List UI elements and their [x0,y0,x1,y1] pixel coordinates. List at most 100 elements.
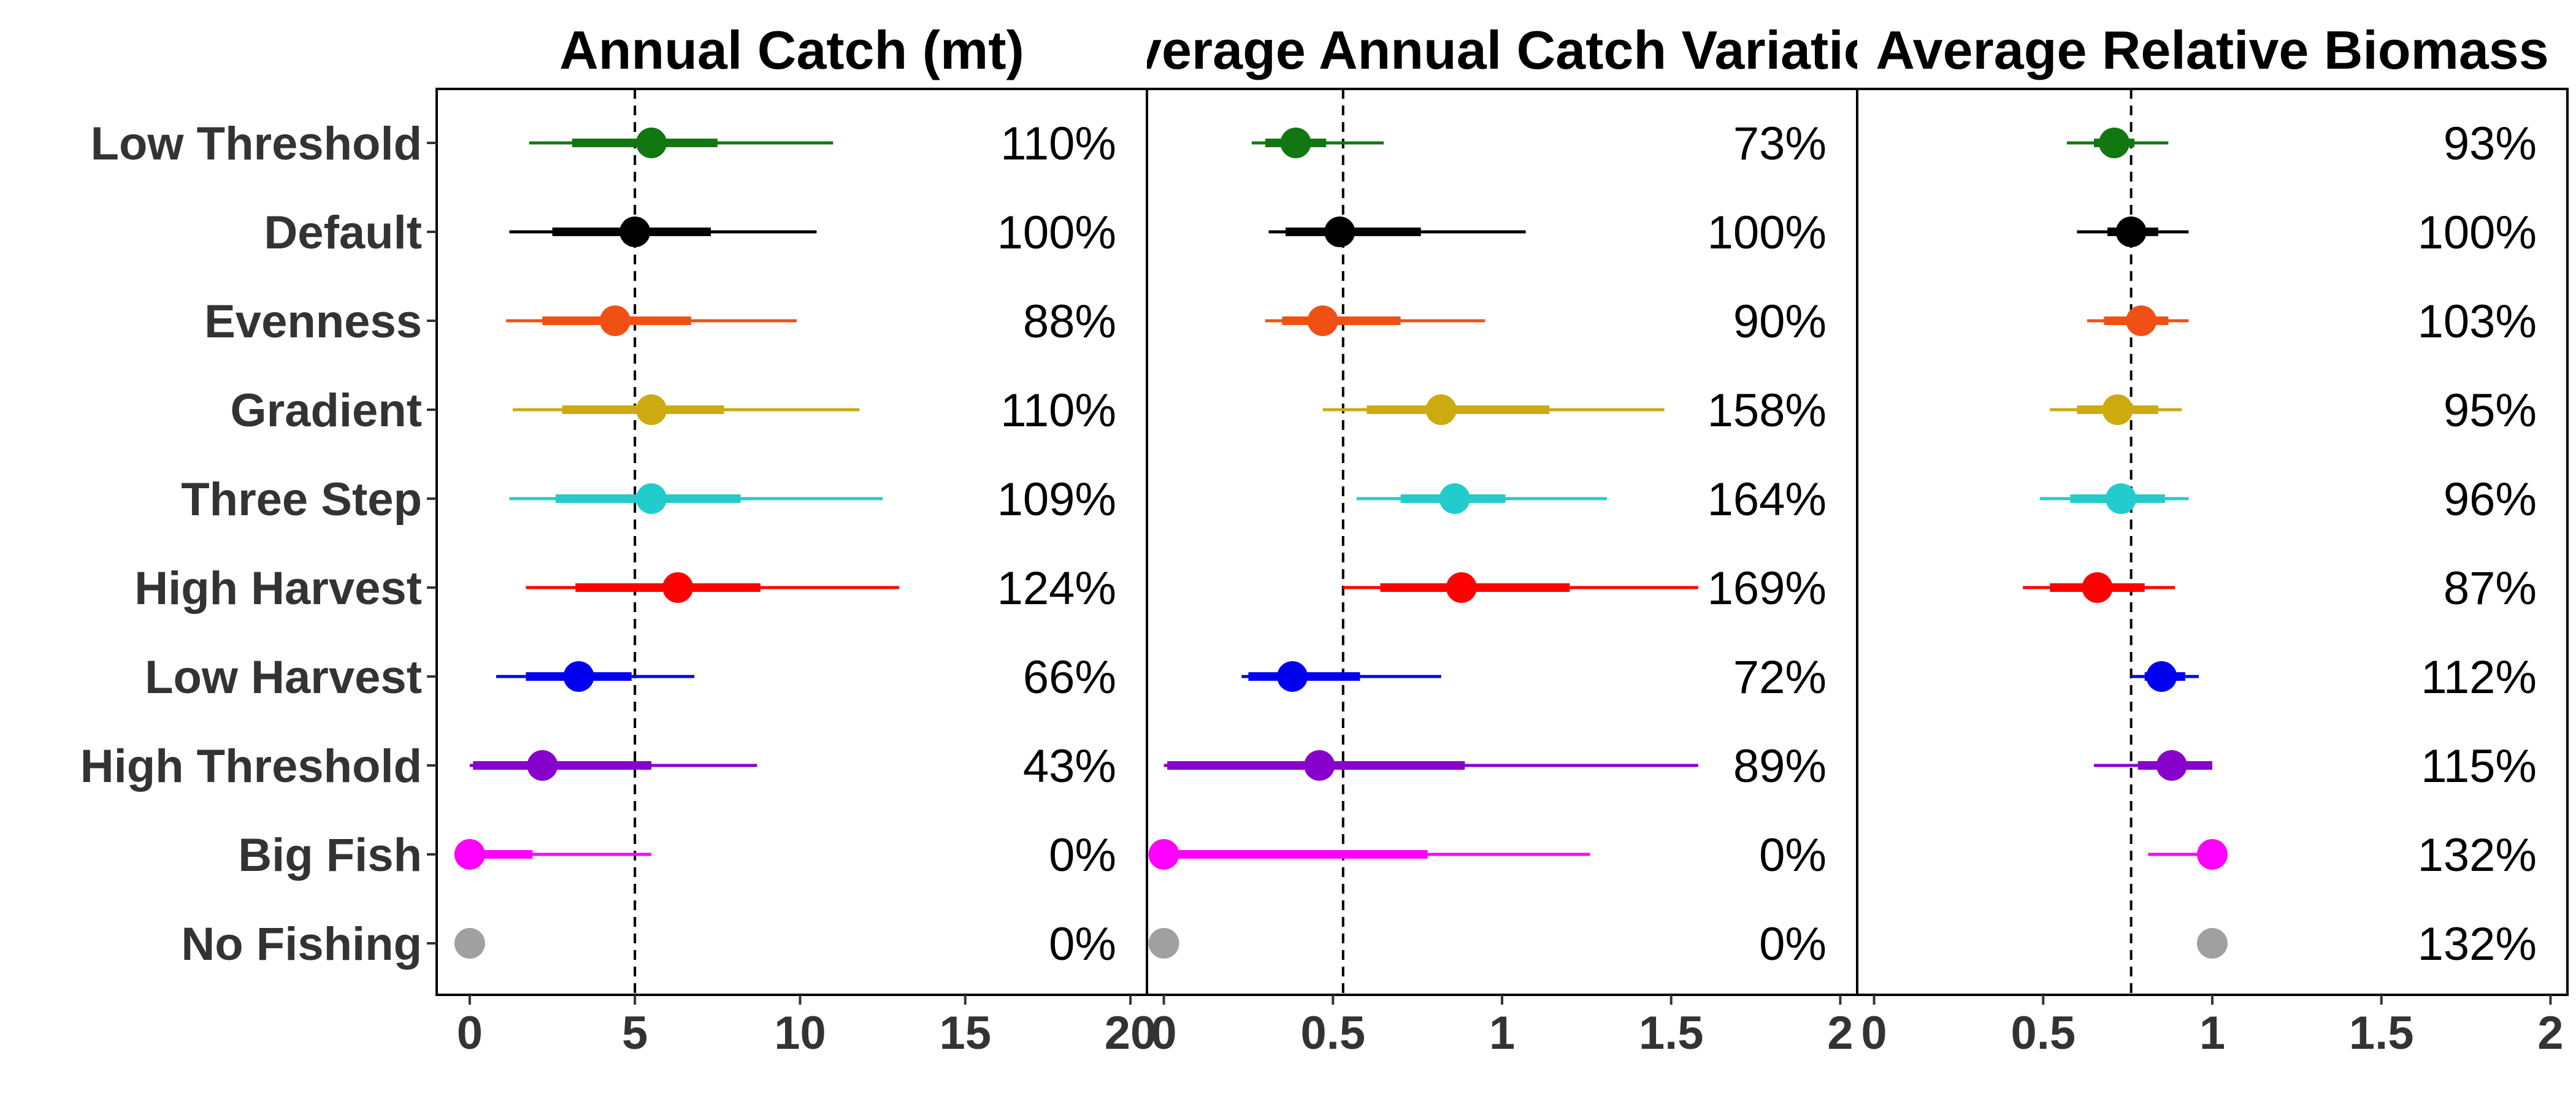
row-default: 100% [1268,207,1827,259]
median-point [2156,750,2187,781]
row-no-fishing: 0% [1148,918,1827,970]
median-point [563,661,594,692]
median-point [2115,217,2147,247]
panel-annual-catch-mt: 0 5 10 15 20 110% 100% 88% 110% 109% 124% 66% 43% 0% 0… [427,89,1156,1059]
x-tick-label: 0.5 [1300,1007,1365,1059]
median-point [2197,839,2228,870]
percent-label: 100% [2418,207,2537,259]
median-point [1304,750,1335,781]
median-point [527,750,558,781]
x-tick-label: 0.5 [2011,1007,2076,1059]
median-point [636,128,667,158]
row-low-harvest: 66% [496,651,1116,703]
row-label-low-threshold: Low Threshold [91,118,422,170]
median-point [2082,572,2113,603]
median-point [1307,305,1338,336]
percent-label: 164% [1708,473,1827,526]
panel-title-group: Annual Catch (mt) [559,20,1024,80]
percent-label: 95% [2444,385,2537,437]
row-no-fishing: 132% [2197,918,2537,970]
row-label-big-fish: Big Fish [238,829,422,881]
panel-title: Average Relative Biomass [1876,20,2548,80]
x-tick-label: 5 [622,1007,648,1059]
row-low-harvest: 72% [1241,651,1827,703]
panels: 0 5 10 15 20110%100%88%110%109%124%66%43%0%0… [427,89,2564,1059]
median-point [636,483,667,514]
median-point [454,928,485,959]
panel-title: Annual Catch (mt) [559,20,1024,80]
percent-label: 43% [1023,740,1116,792]
percent-label: 66% [1023,651,1116,703]
percent-label: 0% [1759,918,1827,970]
row-label-low-harvest: Low Harvest [145,651,422,703]
row-label-high-threshold: High Threshold [80,740,422,792]
percent-label: 115% [2421,740,2537,792]
median-point [1425,394,1457,425]
percent-label: 96% [2444,473,2537,526]
row-high-harvest: 87% [2023,562,2537,615]
median-point [619,217,651,247]
x-tick-label: 1 [1489,1007,1515,1059]
percent-label: 0% [1049,918,1116,970]
median-point [2197,928,2228,959]
panel-title-group: Average Annual Catch Variation [1095,20,1910,80]
row-big-fish: 0% [454,829,1116,881]
percent-label: 87% [2444,562,2537,615]
panel-title: Average Annual Catch Variation [1095,20,1910,80]
median-point [1280,128,1311,158]
percent-label: 0% [1049,829,1116,881]
x-tick-label: 2 [1827,1007,1853,1059]
median-point [2102,394,2133,425]
x-tick-label: 15 [939,1007,991,1059]
row-gradient: 158% [1322,385,1827,437]
median-point [599,305,631,336]
percent-label: 132% [2418,918,2537,970]
x-tick-label: 1 [2199,1007,2225,1059]
panel-frames [435,88,2569,996]
x-tick-label: 0 [457,1007,483,1059]
row-default: 100% [2077,207,2537,259]
median-point [1439,483,1470,514]
row-low-threshold: 73% [1251,118,1827,170]
percent-label: 112% [2421,651,2537,703]
median-point [2099,128,2130,158]
x-tick-label: 20 [1105,1007,1157,1059]
median-point [1148,928,1179,959]
percent-label: 100% [1708,207,1827,259]
percent-label: 93% [2444,118,2537,170]
percent-label: 100% [997,207,1116,259]
row-label-no-fishing: No Fishing [181,918,422,970]
percent-label: 73% [1733,118,1827,170]
row-three-step: 96% [2039,473,2537,526]
row-high-harvest: 169% [1343,562,1827,615]
row-label-gradient: Gradient [231,385,423,437]
median-point [1148,839,1179,870]
row-labels: Low Threshold Default Evenness Gradient Thre… [80,118,422,970]
percent-label: 169% [1708,562,1827,615]
percent-label: 103% [2418,296,2537,348]
row-evenness: 103% [2087,296,2537,348]
row-low-harvest: 112% [2131,651,2537,703]
percent-label: 124% [997,562,1116,615]
percent-label: 88% [1023,296,1116,348]
x-tick-label: 0 [1151,1007,1176,1059]
percent-label: 90% [1733,296,1827,348]
median-point [1446,572,1477,603]
row-high-threshold: 89% [1163,740,1827,792]
percent-label: 132% [2418,829,2537,881]
median-point [1324,217,1355,247]
row-high-harvest: 124% [526,562,1116,615]
median-point [636,394,667,425]
x-tick-label: 0 [1861,1007,1887,1059]
panel-title-group: Average Relative Biomass [1876,20,2548,80]
row-low-threshold: 110% [529,118,1116,170]
median-point [454,839,485,870]
x-tick-label: 1.5 [1639,1007,1704,1059]
row-gradient: 110% [512,385,1116,437]
row-default: 100% [509,207,1116,259]
row-low-threshold: 93% [2066,118,2537,170]
row-label-three-step: Three Step [181,473,422,526]
percent-label: 110% [1000,385,1116,437]
row-three-step: 164% [1356,473,1827,526]
panel-average-relative-biomass: 0 0.5 1 1.5 2 93% 100% 103% 95% 96% 87% 112% 115% 132… [1861,89,2564,1059]
